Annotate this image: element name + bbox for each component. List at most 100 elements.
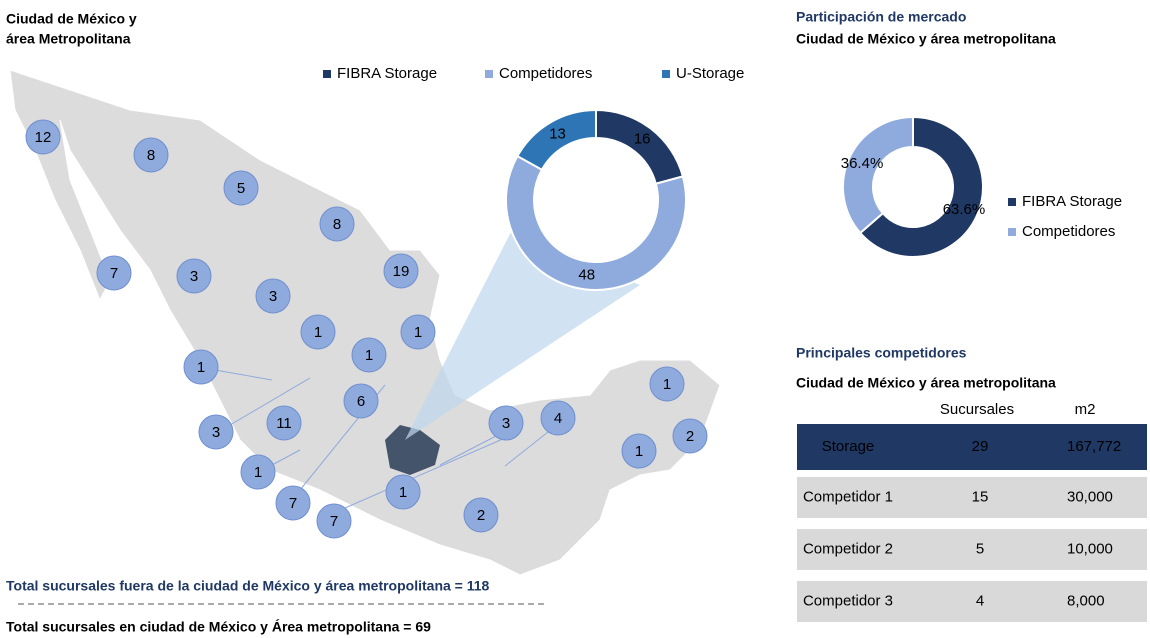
branch-count: 7 xyxy=(289,495,297,512)
branch-bubble xyxy=(183,349,219,385)
market-title: Participación de mercado xyxy=(796,9,966,25)
legend-swatch xyxy=(1008,228,1016,236)
branch-bubble xyxy=(488,405,524,441)
branch-bubble xyxy=(621,433,657,469)
slice-label: 16 xyxy=(634,131,651,148)
table-cell: Competidor 2 xyxy=(803,540,893,557)
slice-label: 63.6% xyxy=(943,201,986,218)
table-row xyxy=(797,581,1147,622)
table-cell: 5 xyxy=(976,540,984,557)
branch-count: 8 xyxy=(147,147,155,164)
table-header: m2 xyxy=(1075,401,1096,418)
branch-bubble xyxy=(385,474,421,510)
mexico-shape xyxy=(9,69,721,576)
connector xyxy=(344,437,506,509)
branch-count: 2 xyxy=(477,507,485,524)
branch-bubble xyxy=(672,418,708,454)
table-cell: 4 xyxy=(976,592,984,609)
branch-count: 3 xyxy=(502,415,510,432)
branch-bubble xyxy=(133,137,169,173)
table-cell: 167,772 xyxy=(1067,438,1121,455)
branch-count: 7 xyxy=(330,513,338,530)
branch-count: 3 xyxy=(190,268,198,285)
branch-bubble xyxy=(198,414,234,450)
donut-slice xyxy=(516,108,597,172)
branch-bubble xyxy=(266,405,302,441)
market-subtitle: Ciudad de México y área metropolitana xyxy=(796,31,1056,47)
table-cell: 29 xyxy=(972,438,989,455)
branch-count: 3 xyxy=(212,424,220,441)
table-header: Sucursales xyxy=(940,401,1014,418)
branch-bubble xyxy=(463,497,499,533)
branch-count: 7 xyxy=(110,265,118,282)
slice-label: 48 xyxy=(578,266,595,283)
donut-slice xyxy=(842,115,914,235)
branch-bubble xyxy=(351,337,387,373)
table-subtitle: Ciudad de México y área metropolitana xyxy=(796,375,1056,391)
branch-bubble xyxy=(540,400,576,436)
branch-bubble xyxy=(96,255,132,291)
branch-bubble xyxy=(383,253,419,289)
legend-swatch xyxy=(662,70,670,78)
branch-bubble xyxy=(400,314,436,350)
branch-count: 1 xyxy=(197,359,205,376)
table-cell: Storage xyxy=(822,438,875,455)
connector xyxy=(439,435,497,466)
branch-bubble xyxy=(343,383,379,419)
connector xyxy=(229,377,311,426)
branch-bubble xyxy=(25,119,61,155)
branch-count: 1 xyxy=(414,324,422,341)
legend-swatch xyxy=(485,70,493,78)
legend-label: Competidores xyxy=(499,65,592,82)
branch-count: 1 xyxy=(635,443,643,460)
branch-bubble xyxy=(319,206,355,242)
branch-count: 1 xyxy=(399,484,407,501)
connector xyxy=(271,449,301,466)
table-row xyxy=(797,424,1147,470)
legend-label: Competidores xyxy=(1022,223,1115,240)
table-row xyxy=(797,529,1147,570)
legend-swatch xyxy=(1008,198,1016,206)
branch-count: 1 xyxy=(663,376,671,393)
branch-bubble xyxy=(649,366,685,402)
table-cell: Competidor 3 xyxy=(803,592,893,609)
slice-label: 13 xyxy=(549,125,566,142)
map xyxy=(9,69,721,576)
branch-count: 5 xyxy=(237,180,245,197)
branch-count: 1 xyxy=(365,347,373,364)
branch-count: 3 xyxy=(269,288,277,305)
map-title: Ciudad de México y xyxy=(6,11,137,27)
branch-bubble xyxy=(223,170,259,206)
branch-count: 6 xyxy=(357,393,365,410)
connector xyxy=(504,431,549,467)
table-title: Principales competidores xyxy=(796,345,967,361)
branch-count: 12 xyxy=(35,129,52,146)
branch-bubble xyxy=(275,485,311,521)
cdmx-shape xyxy=(385,425,440,475)
branch-bubble xyxy=(240,454,276,490)
branch-count: 1 xyxy=(254,464,262,481)
table-cell: 15 xyxy=(972,488,989,505)
footer-line: Total sucursales fuera de la ciudad de M… xyxy=(6,578,490,594)
legend-label: FIBRA Storage xyxy=(1022,193,1122,210)
branch-count: 2 xyxy=(686,428,694,445)
donut-slice xyxy=(858,115,984,258)
branch-count: 4 xyxy=(554,410,562,427)
branch-count: 11 xyxy=(276,415,292,432)
legend-label: FIBRA Storage xyxy=(337,65,437,82)
branch-count: 1 xyxy=(314,324,322,341)
branch-bubble xyxy=(316,503,352,539)
branch-count: 19 xyxy=(393,263,410,280)
table-cell: Competidor 1 xyxy=(803,488,893,505)
map-title: área Metropolitana xyxy=(6,31,131,47)
legend-swatch xyxy=(323,70,331,78)
legend-label: U-Storage xyxy=(676,65,744,82)
table-row xyxy=(797,477,1147,518)
branch-bubble xyxy=(300,314,336,350)
donut-slice xyxy=(505,154,687,291)
table-cell: 8,000 xyxy=(1067,592,1105,609)
branch-count: 8 xyxy=(333,216,341,233)
table-cell: 30,000 xyxy=(1067,488,1113,505)
branch-bubble xyxy=(255,278,291,314)
